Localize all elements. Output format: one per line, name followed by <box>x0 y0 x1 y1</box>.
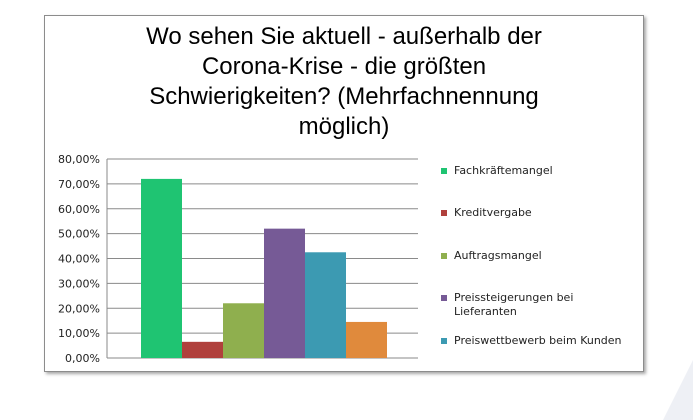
chart-plot: 80,00% 70,00% 60,00% 50,00% 40,00% 30,00% 20,0… <box>58 153 622 365</box>
y-tick-label: 60,00% <box>58 203 100 216</box>
legend-label: Kreditvergabe <box>454 206 532 219</box>
y-tick-label: 0,00% <box>65 352 100 365</box>
legend-label: Preiswettbewerb beim Kunden <box>454 334 622 347</box>
chart-title-line: Corona-Krise - die größten <box>201 53 487 80</box>
legend-label: Fachkräftemangel <box>454 164 553 177</box>
chart-title-line: Wo sehen Sie aktuell - außerhalb der <box>146 23 542 50</box>
y-tick-label: 80,00% <box>58 153 100 166</box>
y-tick-label: 50,00% <box>58 228 100 241</box>
legend-swatch <box>441 253 447 259</box>
bar <box>264 228 305 358</box>
bar <box>182 341 223 358</box>
y-tick-label: 70,00% <box>58 178 100 191</box>
legend-swatch <box>441 295 447 301</box>
bar <box>346 321 387 358</box>
corner-decoration <box>663 360 693 420</box>
chart-title: Wo sehen Sie aktuell - außerhalb der Cor… <box>45 22 643 142</box>
bar <box>223 303 264 358</box>
y-tick-label: 20,00% <box>58 302 100 315</box>
legend-swatch <box>441 210 447 216</box>
legend-label: Lieferanten <box>454 305 517 318</box>
y-tick-label: 40,00% <box>58 253 100 266</box>
chart-title-line: Schwierigkeiten? (Mehrfachnennung <box>149 83 539 110</box>
legend-label: Preissteigerungen bei <box>454 291 573 304</box>
chart-title-line: möglich) <box>298 113 390 140</box>
legend-swatch <box>441 338 447 344</box>
y-tick-label: 10,00% <box>58 327 100 340</box>
y-tick-label: 30,00% <box>58 277 100 290</box>
legend-label: Auftragsmangel <box>454 249 542 262</box>
chart-container: Wo sehen Sie aktuell - außerhalb der Cor… <box>44 15 644 372</box>
bar <box>141 178 182 358</box>
bar <box>305 252 346 358</box>
legend-swatch <box>441 168 447 174</box>
